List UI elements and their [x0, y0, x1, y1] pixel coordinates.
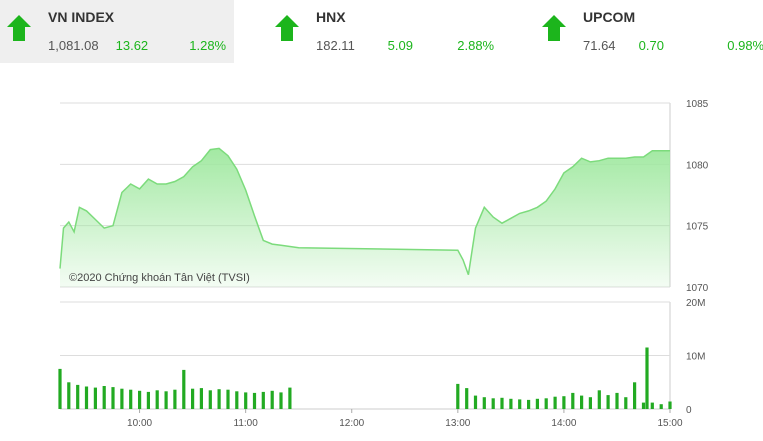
volume-bar: [650, 402, 654, 409]
volume-bar: [509, 398, 513, 409]
volume-bar: [633, 382, 637, 410]
volume-bar: [261, 391, 265, 409]
volume-bar: [473, 395, 478, 409]
volume-bar: [208, 390, 212, 409]
price-axis-ticks: 1085 1080 1075 1070: [686, 99, 709, 294]
price-tick-label: 1070: [686, 283, 709, 294]
time-tick-label: 11:00: [234, 418, 259, 429]
volume-bar: [456, 383, 460, 409]
ticker-name: UPCOM: [583, 9, 636, 25]
ticker-change: 0.70: [638, 38, 664, 53]
volume-bar: [102, 386, 106, 409]
volume-bar: [645, 347, 649, 409]
volume-bar: [129, 389, 133, 409]
volume-bar: [199, 388, 203, 409]
volume-bar: [553, 396, 557, 409]
ticker-change: 5.09: [387, 38, 413, 53]
volume-bar: [93, 387, 97, 409]
volume-bar: [146, 391, 150, 409]
volume-bar: [67, 382, 71, 410]
volume-bar: [270, 390, 274, 409]
volume-bar: [606, 395, 610, 409]
volume-bar: [527, 399, 531, 409]
ticker-percent: 0.98%: [727, 38, 763, 53]
volume-tick-label: 10M: [686, 352, 705, 363]
ticker-value: 1,081.08: [48, 38, 99, 53]
up-arrow-icon: [542, 15, 566, 41]
volume-bar: [244, 392, 248, 409]
volume-bar: [588, 397, 592, 409]
volume-bar: [659, 404, 663, 409]
volume-bar: [624, 397, 628, 409]
ticker-percent: 1.28%: [189, 38, 227, 53]
chart-watermark: ©2020 Chứng khoán Tân Việt (TVSI): [69, 272, 250, 284]
volume-axis-ticks: 20M 10M 0: [686, 298, 705, 416]
volume-bar: [491, 398, 495, 409]
volume-bar: [58, 368, 62, 409]
ticker-name: HNX: [316, 9, 346, 25]
volume-bar: [217, 389, 221, 409]
up-arrow-icon: [275, 15, 299, 41]
volume-bars: [58, 347, 672, 410]
volume-bar: [111, 387, 115, 409]
volume-bar: [668, 401, 672, 409]
volume-tick-label: 0: [686, 405, 692, 416]
time-tick-label: 15:00: [657, 418, 682, 429]
volume-bar: [84, 386, 89, 409]
volume-bar: [597, 390, 601, 409]
volume-bar: [226, 389, 230, 409]
volume-bar: [76, 384, 80, 409]
ticker-change: 13.62: [115, 38, 149, 53]
volume-bar: [518, 399, 522, 409]
ticker-upcom[interactable]: UPCOM 71.64 0.70 0.98%: [535, 0, 763, 63]
volume-bar: [191, 388, 195, 409]
time-axis-ticks: 10:00 11:00 12:00 13:00 14:00 15:00: [127, 409, 683, 429]
time-tick-label: 14:00: [551, 418, 576, 429]
price-tick-label: 1075: [686, 222, 709, 233]
ticker-value: 182.11: [316, 38, 355, 53]
price-tick-label: 1085: [686, 99, 709, 110]
volume-bar: [641, 402, 646, 409]
price-line: [59, 147, 670, 275]
volume-tick-label: 20M: [686, 298, 705, 309]
time-tick-label: 12:00: [339, 418, 364, 429]
volume-bar: [465, 388, 469, 409]
up-arrow-icon: [7, 15, 31, 41]
ticker-name: VN INDEX: [48, 9, 115, 25]
volume-bar: [235, 391, 239, 409]
volume-grid: [60, 301, 671, 410]
time-tick-label: 13:00: [445, 418, 470, 429]
volume-bar: [580, 395, 584, 409]
price-tick-label: 1080: [686, 160, 709, 171]
volume-bar: [138, 390, 142, 409]
volume-bar: [544, 398, 548, 409]
volume-bar: [120, 388, 124, 409]
volume-bar: [482, 397, 486, 409]
volume-bar: [155, 390, 159, 409]
index-ticker-bar: VN INDEX 1,081.08 13.62 1.28% HNX 182.11…: [0, 0, 763, 63]
volume-bar: [571, 392, 575, 409]
volume-bar: [288, 387, 292, 409]
ticker-value: 71.64: [583, 38, 616, 53]
ticker-percent: 2.88%: [457, 38, 495, 53]
price-area: [60, 148, 670, 287]
volume-bar: [164, 391, 168, 409]
volume-bar: [173, 389, 177, 409]
volume-bar: [252, 392, 257, 409]
ticker-hnx[interactable]: HNX 182.11 5.09 2.88%: [268, 0, 502, 63]
volume-bar: [279, 392, 283, 409]
volume-bar: [182, 369, 186, 409]
volume-bar: [615, 392, 619, 409]
volume-bar: [562, 396, 566, 409]
ticker-vnindex[interactable]: VN INDEX 1,081.08 13.62 1.28%: [0, 0, 234, 63]
volume-bar: [500, 397, 504, 409]
volume-bar: [535, 398, 539, 409]
time-tick-label: 10:00: [127, 418, 152, 429]
